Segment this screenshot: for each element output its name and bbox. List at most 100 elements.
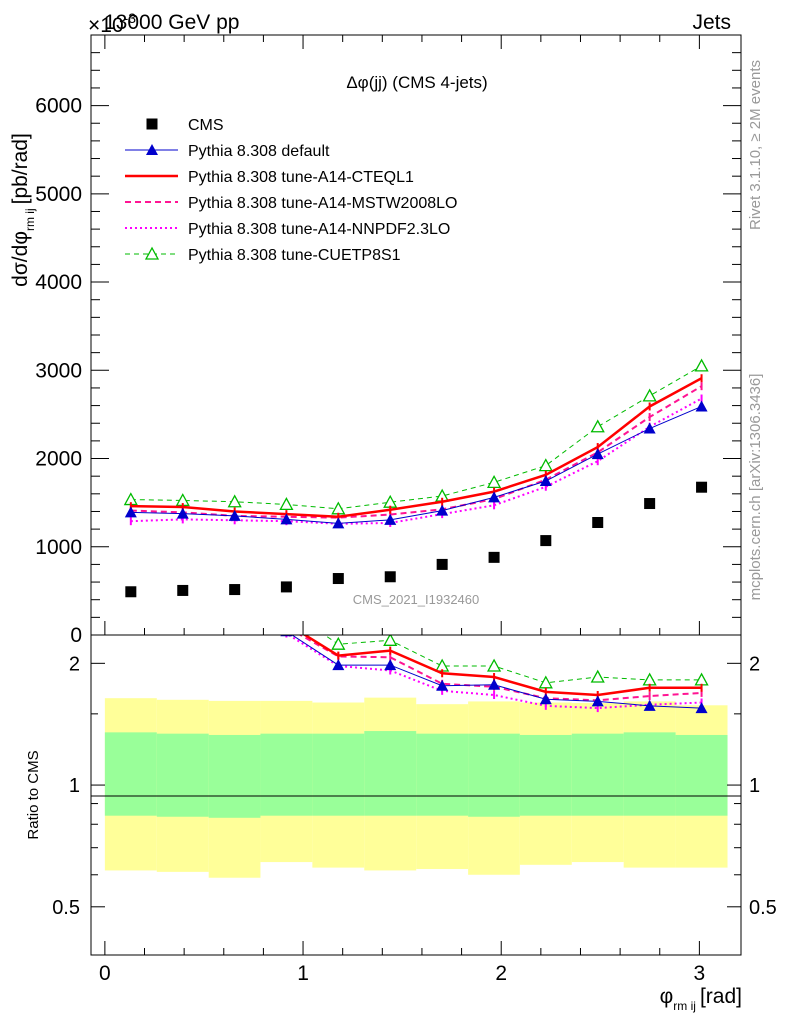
y-exponent-power: -3	[124, 10, 137, 26]
series-3	[129, 382, 703, 522]
y-tick-label: 6000	[35, 95, 82, 118]
y-axis-title-text: dσ/dφrm ij [pb/rad]	[9, 133, 37, 287]
ratio-point-0-5	[384, 659, 397, 671]
inner-band-bin-3	[260, 733, 313, 816]
inner-band-bin-9	[571, 733, 624, 816]
ratio-point-4-4	[331, 636, 346, 650]
ratio-point-0-2	[229, 610, 241, 621]
legend-label-5: Pythia 8.308 tune-CUETP8S1	[188, 247, 401, 264]
ratio-point-0-10	[643, 699, 656, 711]
ratio-point-4-9	[590, 669, 605, 683]
ratio-y-tick-label-right: 0.5	[749, 897, 777, 919]
ratio-y-label: Ratio to CMS	[25, 750, 42, 839]
ratio-point-0-4	[332, 659, 345, 671]
data-point-0-5	[384, 571, 396, 583]
data-point-1-1	[176, 507, 189, 519]
data-point-0-1	[177, 584, 189, 596]
legend-label-2: Pythia 8.308 tune-A14-CTEQL1	[188, 169, 414, 186]
ratio-line-1	[302, 635, 702, 697]
ratio-point-0-6	[436, 679, 449, 691]
y-axis-subscript: rm ij	[23, 208, 37, 231]
data-point-0-3	[280, 581, 292, 593]
inner-band-bin-10	[623, 732, 676, 816]
inner-band-bin-5	[364, 731, 417, 816]
data-point-1-0	[124, 506, 137, 518]
y-axis-label: dσ/dφ	[9, 231, 32, 287]
legend-item-1: Pythia 8.308 default	[125, 143, 330, 160]
legend-marker-1	[146, 144, 158, 155]
inner-band-bin-6	[416, 733, 469, 816]
rivet-label: Rivet 3.1.10, ≥ 2M events	[747, 60, 764, 230]
data-point-0-11	[696, 481, 708, 493]
x-tick-label: 1	[297, 962, 309, 985]
x-axis-label: φ	[660, 985, 674, 1008]
data-point-5-2	[227, 494, 242, 508]
ratio-y-tick-label-left: 0.5	[52, 897, 80, 919]
data-point-0-0	[125, 586, 137, 598]
series-line-4	[130, 397, 703, 525]
inner-band-bin-7	[468, 733, 520, 817]
x-axis-unit: [rad]	[700, 985, 742, 1008]
x-tick-label: 3	[694, 962, 706, 985]
ratio-point-0-0	[125, 596, 137, 607]
ratio-point-4-3	[280, 603, 292, 614]
legend: CMS Pythia 8.308 default Pythia 8.308 tune…	[125, 117, 457, 264]
series-4	[129, 394, 703, 528]
x-tick-label: 2	[495, 962, 507, 985]
ratio-point-0-11	[695, 702, 708, 714]
data-point-0-4	[332, 573, 344, 585]
ratio-point-0-7	[488, 678, 501, 690]
series-line-2	[130, 377, 703, 519]
data-point-0-6	[436, 558, 448, 570]
data-point-1-6	[436, 504, 449, 516]
main-plot-series	[123, 358, 709, 598]
axes-ticks: 0 1000 2000 3000 4000 5000 6000 0 1 2 3 0.5 0.5 1 1 2 2	[35, 35, 777, 985]
data-point-1-2	[228, 509, 241, 521]
ratio-plot-series	[125, 596, 709, 714]
data-point-5-7	[486, 474, 502, 489]
ratio-y-tick-label-left: 1	[69, 775, 80, 797]
legend-label-3: Pythia 8.308 tune-A14-MSTW2008LO	[188, 195, 457, 212]
data-point-0-10	[644, 498, 656, 510]
ratio-plot-frame	[90, 634, 742, 956]
y-tick-label: 4000	[35, 271, 82, 294]
y-tick-label: 3000	[35, 359, 82, 382]
legend-marker-5	[144, 246, 160, 260]
data-point-5-3	[279, 497, 294, 511]
ratio-line-3	[286, 635, 702, 710]
legend-label-4: Pythia 8.308 tune-A14-NNPDF2.3LO	[188, 221, 450, 238]
inner-band-bin-2	[208, 734, 261, 818]
legend-item-3: Pythia 8.308 tune-A14-MSTW2008LO	[125, 195, 457, 212]
data-point-1-7	[488, 491, 501, 503]
inner-band-bin-0	[104, 732, 157, 816]
legend-label-1: Pythia 8.308 default	[188, 143, 330, 160]
ratio-series-2	[298, 635, 703, 705]
data-point-0-2	[229, 584, 241, 596]
data-point-0-7	[488, 551, 500, 563]
y-exponent-base: ×10	[88, 14, 124, 37]
y-axis-title: dσ/dφrm ij [pb/rad]	[9, 133, 37, 287]
data-point-1-11	[695, 400, 708, 412]
header-left: 13000 GeV pp	[104, 11, 239, 34]
ratio-point-4-8	[538, 675, 553, 689]
series-line-3	[130, 385, 703, 519]
data-point-1-3	[280, 513, 293, 525]
ratio-y-tick-label-right: 1	[749, 775, 760, 797]
x-axis-title: φrm ij [rad]	[660, 985, 742, 1013]
inner-band-bin-8	[519, 734, 572, 816]
legend-label-0: CMS	[188, 117, 224, 134]
header-right: Jets	[692, 11, 731, 34]
legend-item-0: CMS	[146, 117, 224, 134]
ratio-y-tick-label-left: 2	[69, 653, 80, 675]
ratio-uncertainty-bands	[104, 697, 728, 878]
data-point-1-5	[384, 513, 397, 525]
ratio-line-0	[291, 635, 702, 709]
ratio-point-0-8	[539, 693, 552, 705]
data-point-1-4	[332, 517, 345, 529]
ratio-line-2	[298, 635, 702, 702]
legend-marker-0	[146, 118, 158, 130]
data-point-5-10	[642, 388, 657, 402]
ratio-series-1	[302, 635, 703, 699]
chart-title: Δφ(jj) (CMS 4-jets)	[346, 73, 487, 92]
